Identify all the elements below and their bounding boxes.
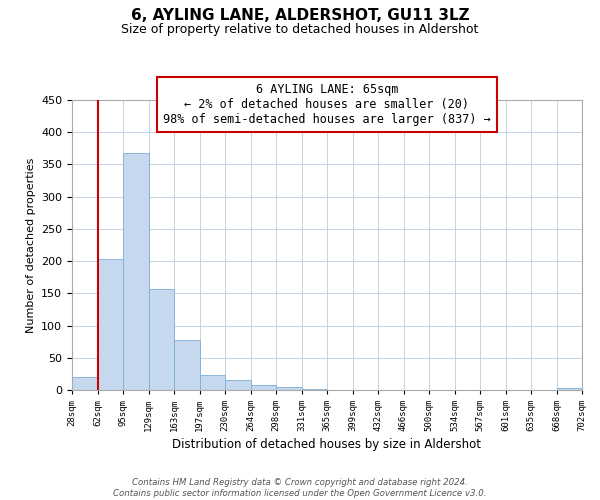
Bar [251,385,276,390]
Bar [72,377,97,390]
Bar [149,290,174,390]
Bar [97,258,123,390]
Text: 6 AYLING LANE: 65sqm
← 2% of detached houses are smaller (20)
98% of semi-detach: 6 AYLING LANE: 65sqm ← 2% of detached ho… [163,82,491,126]
Bar [199,375,225,390]
Text: Size of property relative to detached houses in Aldershot: Size of property relative to detached ho… [121,22,479,36]
Bar [123,154,149,390]
Bar [557,388,582,390]
Text: 6, AYLING LANE, ALDERSHOT, GU11 3LZ: 6, AYLING LANE, ALDERSHOT, GU11 3LZ [131,8,469,22]
Bar [276,388,302,390]
Bar [225,380,251,390]
X-axis label: Distribution of detached houses by size in Aldershot: Distribution of detached houses by size … [173,438,482,451]
Bar [174,340,199,390]
Y-axis label: Number of detached properties: Number of detached properties [26,158,35,332]
Text: Contains HM Land Registry data © Crown copyright and database right 2024.
Contai: Contains HM Land Registry data © Crown c… [113,478,487,498]
